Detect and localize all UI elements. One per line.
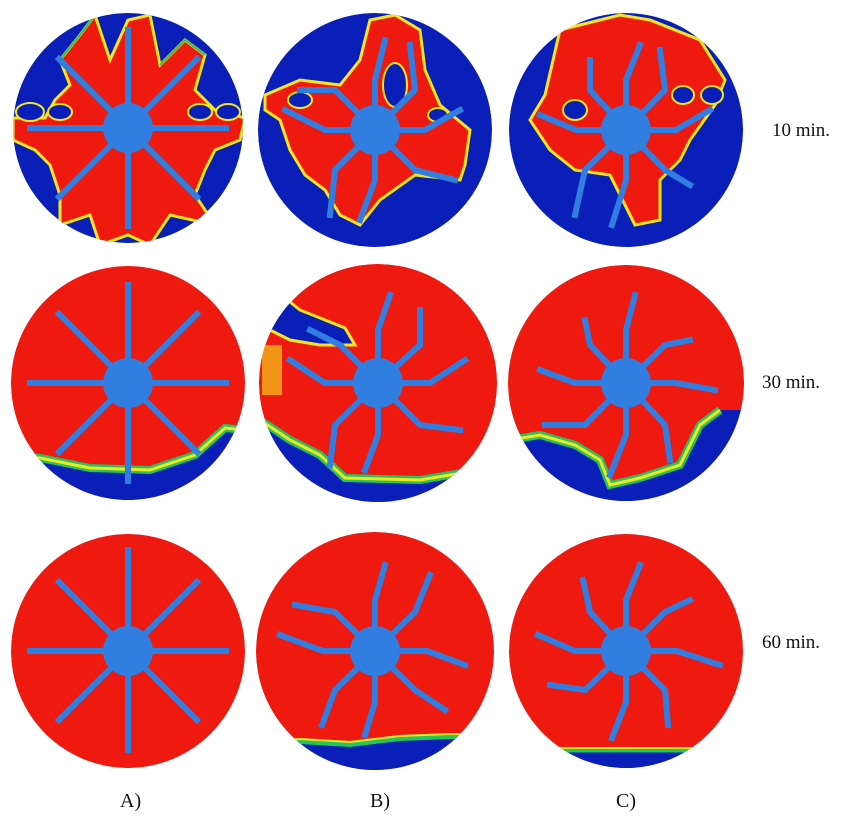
time-label-30min: 30 min. (762, 372, 821, 393)
panel-b-10min (258, 13, 492, 247)
column-label-b: B) (370, 790, 390, 812)
panel-b-60min (256, 532, 494, 770)
column-label-c: C) (616, 790, 636, 812)
column-label-a: A) (120, 790, 142, 812)
panel-a-30min (11, 266, 245, 500)
panel-c-30min (508, 265, 744, 501)
panel-a-10min (13, 13, 243, 243)
panel-c-60min (509, 534, 743, 768)
panel-c-10min (509, 13, 743, 247)
panel-b-30min (259, 264, 497, 502)
tube-core (103, 103, 153, 153)
time-label-10min: 10 min. (772, 120, 831, 141)
panel-a-60min (11, 534, 245, 768)
time-label-60min: 60 min. (762, 632, 821, 653)
